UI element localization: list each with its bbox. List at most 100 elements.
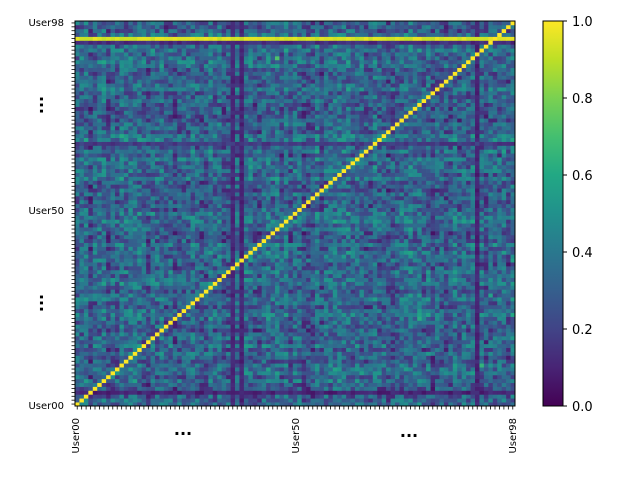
heatmap-cell <box>439 394 445 399</box>
heatmap-cell <box>332 320 338 325</box>
heatmap-cell <box>368 312 374 317</box>
heatmap-cell <box>435 266 440 271</box>
heatmap-cell <box>275 355 280 360</box>
heatmap-cell <box>435 238 440 244</box>
heatmap-cell <box>168 390 174 395</box>
heatmap-cell <box>492 367 498 372</box>
heatmap-cell <box>243 316 249 321</box>
heatmap-cell <box>435 343 440 349</box>
heatmap-cell <box>341 211 347 216</box>
heatmap-cell <box>346 324 351 329</box>
heatmap-cell <box>443 273 449 279</box>
heatmap-cell <box>141 238 147 244</box>
heatmap-cell <box>257 355 263 360</box>
heatmap-cell <box>235 215 240 220</box>
heatmap-cell <box>390 215 396 220</box>
heatmap-cell <box>283 304 289 310</box>
heatmap-cell <box>128 289 134 294</box>
heatmap-cell <box>497 332 503 337</box>
heatmap-cell <box>270 211 276 216</box>
heatmap-cell <box>417 367 423 372</box>
heatmap-cell <box>283 231 289 236</box>
heatmap-cell <box>243 347 249 352</box>
heatmap-cell <box>146 336 151 341</box>
heatmap-cell <box>243 374 249 380</box>
heatmap-cell <box>412 304 418 310</box>
heatmap-cell <box>306 328 311 333</box>
heatmap-cell <box>270 285 276 290</box>
heatmap-cell <box>483 227 489 232</box>
heatmap-cell <box>510 320 516 325</box>
heatmap-cell <box>217 277 223 282</box>
heatmap-cell <box>106 312 111 317</box>
heatmap-cell <box>257 254 263 259</box>
heatmap-cell <box>257 246 263 251</box>
heatmap-cell <box>261 374 267 380</box>
heatmap-cell <box>279 312 285 317</box>
heatmap-cell <box>212 339 218 345</box>
heatmap-cell <box>319 339 325 345</box>
heatmap-cell <box>368 223 374 228</box>
heatmap-cell <box>439 316 445 321</box>
heatmap-cell <box>181 324 187 329</box>
heatmap-cell <box>208 336 214 341</box>
heatmap-cell <box>332 277 338 282</box>
heatmap-cell <box>288 297 294 302</box>
heatmap-cell <box>319 227 325 232</box>
heatmap-cell <box>146 269 151 275</box>
heatmap-cell <box>337 223 343 228</box>
heatmap-cell <box>172 390 178 395</box>
heatmap-cell <box>163 254 169 259</box>
heatmap-cell <box>430 246 436 251</box>
heatmap-cell <box>110 378 116 384</box>
heatmap-cell <box>457 386 463 391</box>
heatmap-cell <box>488 351 494 356</box>
heatmap-cell <box>110 386 116 391</box>
heatmap-cell <box>288 390 294 395</box>
heatmap-cell <box>203 277 209 282</box>
heatmap-cell <box>235 258 240 263</box>
heatmap-cell <box>435 227 440 232</box>
heatmap-cell <box>230 386 236 391</box>
heatmap-cell <box>479 269 485 275</box>
heatmap-cell <box>261 254 267 259</box>
heatmap-cell <box>279 359 285 364</box>
heatmap-cell <box>79 320 85 325</box>
heatmap-cell <box>283 367 289 372</box>
heatmap-cell <box>252 390 258 395</box>
heatmap-cell <box>475 390 480 395</box>
heatmap-cell <box>141 394 147 399</box>
heatmap-cell <box>377 374 383 380</box>
heatmap-cell <box>386 238 391 244</box>
heatmap-cell <box>506 254 511 259</box>
heatmap-cell <box>315 254 320 259</box>
heatmap-cell <box>359 289 365 294</box>
heatmap-cell <box>92 355 98 360</box>
heatmap-cell <box>132 207 138 212</box>
heatmap-cell <box>306 355 311 360</box>
heatmap-cell <box>226 336 231 341</box>
heatmap-cell <box>110 394 116 399</box>
heatmap-cell <box>159 308 165 314</box>
heatmap-cell <box>403 215 409 220</box>
heatmap-cell <box>106 219 111 224</box>
heatmap-cell <box>408 269 414 275</box>
heatmap-cell <box>75 258 80 263</box>
heatmap-cell <box>377 246 383 251</box>
heatmap-cell <box>177 351 183 356</box>
heatmap-cell <box>110 242 116 247</box>
heatmap-cell <box>163 219 169 224</box>
heatmap-cell <box>181 339 187 345</box>
heatmap-cell <box>475 262 480 267</box>
heatmap-cell <box>452 223 458 228</box>
heatmap-cell <box>217 374 223 380</box>
heatmap-cell <box>190 207 196 212</box>
heatmap-cell <box>212 316 218 321</box>
heatmap-cell <box>92 301 98 306</box>
heatmap-cell <box>266 301 271 306</box>
heatmap-cell <box>412 355 418 360</box>
heatmap-cell <box>190 238 196 244</box>
heatmap-cell <box>163 301 169 306</box>
heatmap-cell <box>475 394 480 399</box>
heatmap-cell <box>159 242 165 247</box>
